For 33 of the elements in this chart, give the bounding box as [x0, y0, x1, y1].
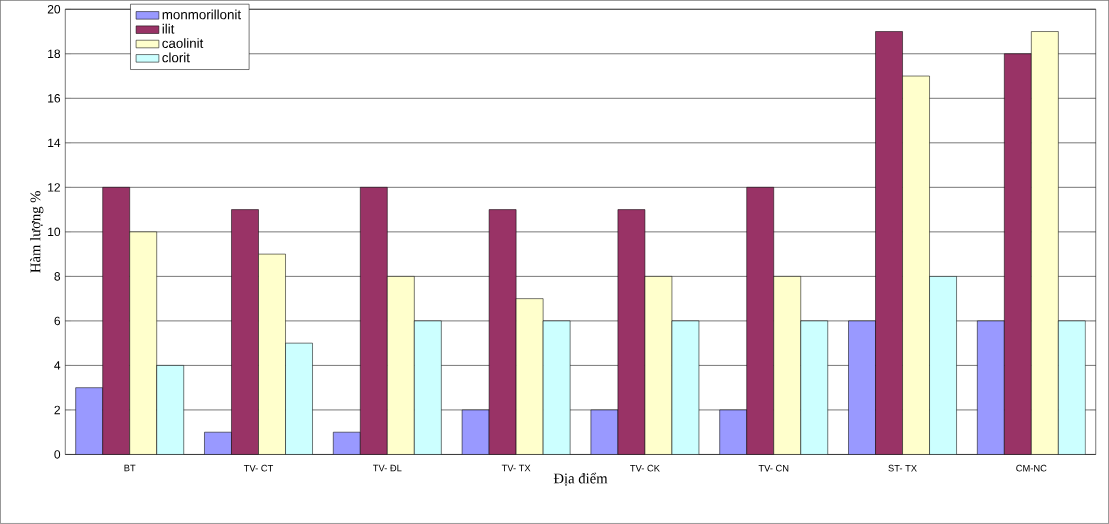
bar — [1058, 320, 1086, 455]
bar — [414, 320, 442, 455]
bar — [542, 320, 571, 455]
x-tick-label: TV- ĐL — [372, 464, 402, 472]
y-tick-label: 10 — [48, 227, 61, 237]
y-tick-label: 20 — [47, 5, 61, 14]
x-tick-label: TV- CK — [630, 465, 660, 472]
bar — [156, 365, 184, 455]
bar — [800, 320, 829, 455]
y-tick-label: 8 — [54, 272, 61, 281]
x-axis-title: Địa điểm — [553, 472, 608, 486]
bar — [285, 343, 313, 455]
bar — [929, 276, 957, 455]
y-tick-label: 0 — [54, 450, 61, 459]
x-tick-label: TV- CN — [758, 465, 789, 472]
legend-label: monmorillonit — [162, 9, 241, 20]
legend-label: caolinit — [162, 38, 204, 49]
y-tick-label: 16 — [48, 94, 61, 103]
x-tick-label: TV- CT — [243, 465, 274, 472]
y-tick-label: 18 — [48, 49, 61, 59]
y-tick-label: 14 — [48, 138, 61, 148]
x-tick-label: ST- TX — [888, 465, 917, 472]
x-tick-label: TV- TX — [501, 464, 531, 472]
x-tick-label: CM-NC — [1016, 465, 1047, 472]
bar — [671, 320, 700, 455]
legend-label: ilit — [162, 23, 175, 34]
y-tick-label: 2 — [54, 405, 60, 415]
legend-label: clorit — [162, 52, 190, 63]
y-tick-label: 6 — [54, 316, 61, 326]
y-axis-title: Hàm lượng % — [30, 191, 44, 273]
y-tick-label: 12 — [48, 183, 60, 192]
x-tick-label: BT — [124, 464, 136, 472]
y-tick-label: 4 — [54, 361, 61, 370]
